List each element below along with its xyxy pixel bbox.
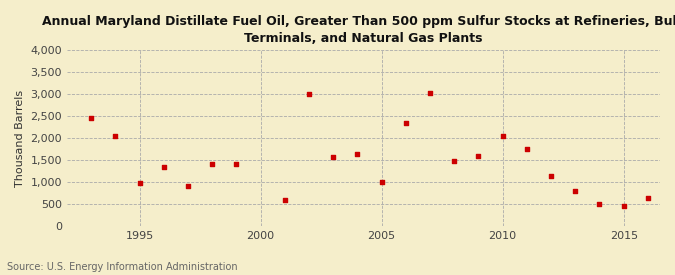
Point	[352, 152, 363, 156]
Point	[328, 155, 339, 159]
Point	[618, 204, 629, 208]
Text: Source: U.S. Energy Information Administration: Source: U.S. Energy Information Administ…	[7, 262, 238, 272]
Point	[570, 189, 580, 193]
Point	[545, 174, 556, 178]
Y-axis label: Thousand Barrels: Thousand Barrels	[15, 90, 25, 187]
Point	[207, 161, 217, 166]
Point	[231, 161, 242, 166]
Point	[183, 184, 194, 189]
Point	[522, 147, 533, 151]
Point	[449, 159, 460, 163]
Point	[643, 196, 653, 200]
Title: Annual Maryland Distillate Fuel Oil, Greater Than 500 ppm Sulfur Stocks at Refin: Annual Maryland Distillate Fuel Oil, Gre…	[42, 15, 675, 45]
Point	[110, 134, 121, 138]
Point	[304, 92, 315, 97]
Point	[594, 201, 605, 206]
Point	[134, 181, 145, 185]
Point	[425, 91, 435, 95]
Point	[473, 154, 484, 158]
Point	[86, 116, 97, 120]
Point	[400, 121, 411, 125]
Point	[159, 165, 169, 169]
Point	[376, 179, 387, 184]
Point	[497, 134, 508, 139]
Point	[279, 197, 290, 202]
